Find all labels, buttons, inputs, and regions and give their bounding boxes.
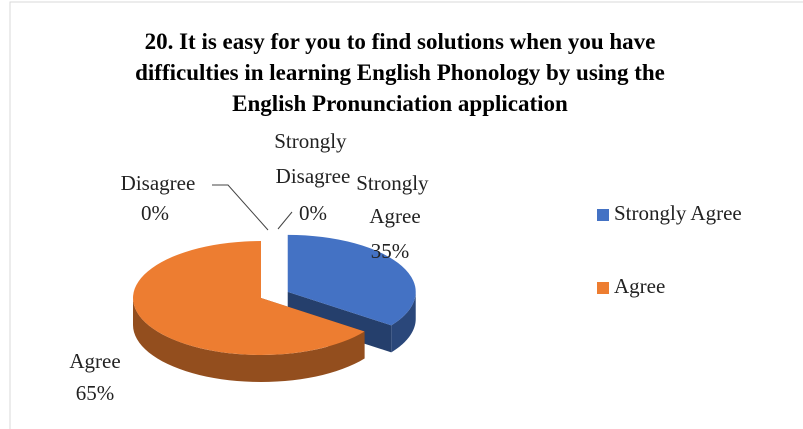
data-label-value: 0% (141, 201, 169, 225)
pie-wall (287, 291, 392, 353)
chart-border (9, 1, 803, 429)
data-label-value: 65% (76, 381, 115, 405)
data-label-category: Strongly Agree (356, 171, 434, 228)
legend-swatch (597, 209, 609, 221)
leader-line (277, 211, 293, 230)
pie-slice (287, 234, 416, 326)
leader-line (212, 184, 269, 231)
legend-label: Agree (614, 274, 665, 298)
pie-side (133, 298, 365, 382)
legend-label: Strongly Agree (614, 201, 742, 225)
chart-title: 20. It is easy for you to find solutions… (135, 29, 665, 116)
pie-slice (132, 241, 365, 355)
data-label-category: Strongly Disagree (274, 129, 352, 188)
data-label-category: Disagree (121, 171, 196, 195)
data-label-category: Agree (69, 349, 120, 373)
data-label-value: 0% (299, 201, 327, 225)
pie-side (391, 291, 416, 353)
data-label-value: 35% (371, 239, 410, 263)
legend-swatch (597, 282, 609, 294)
pie-tops (132, 234, 416, 355)
